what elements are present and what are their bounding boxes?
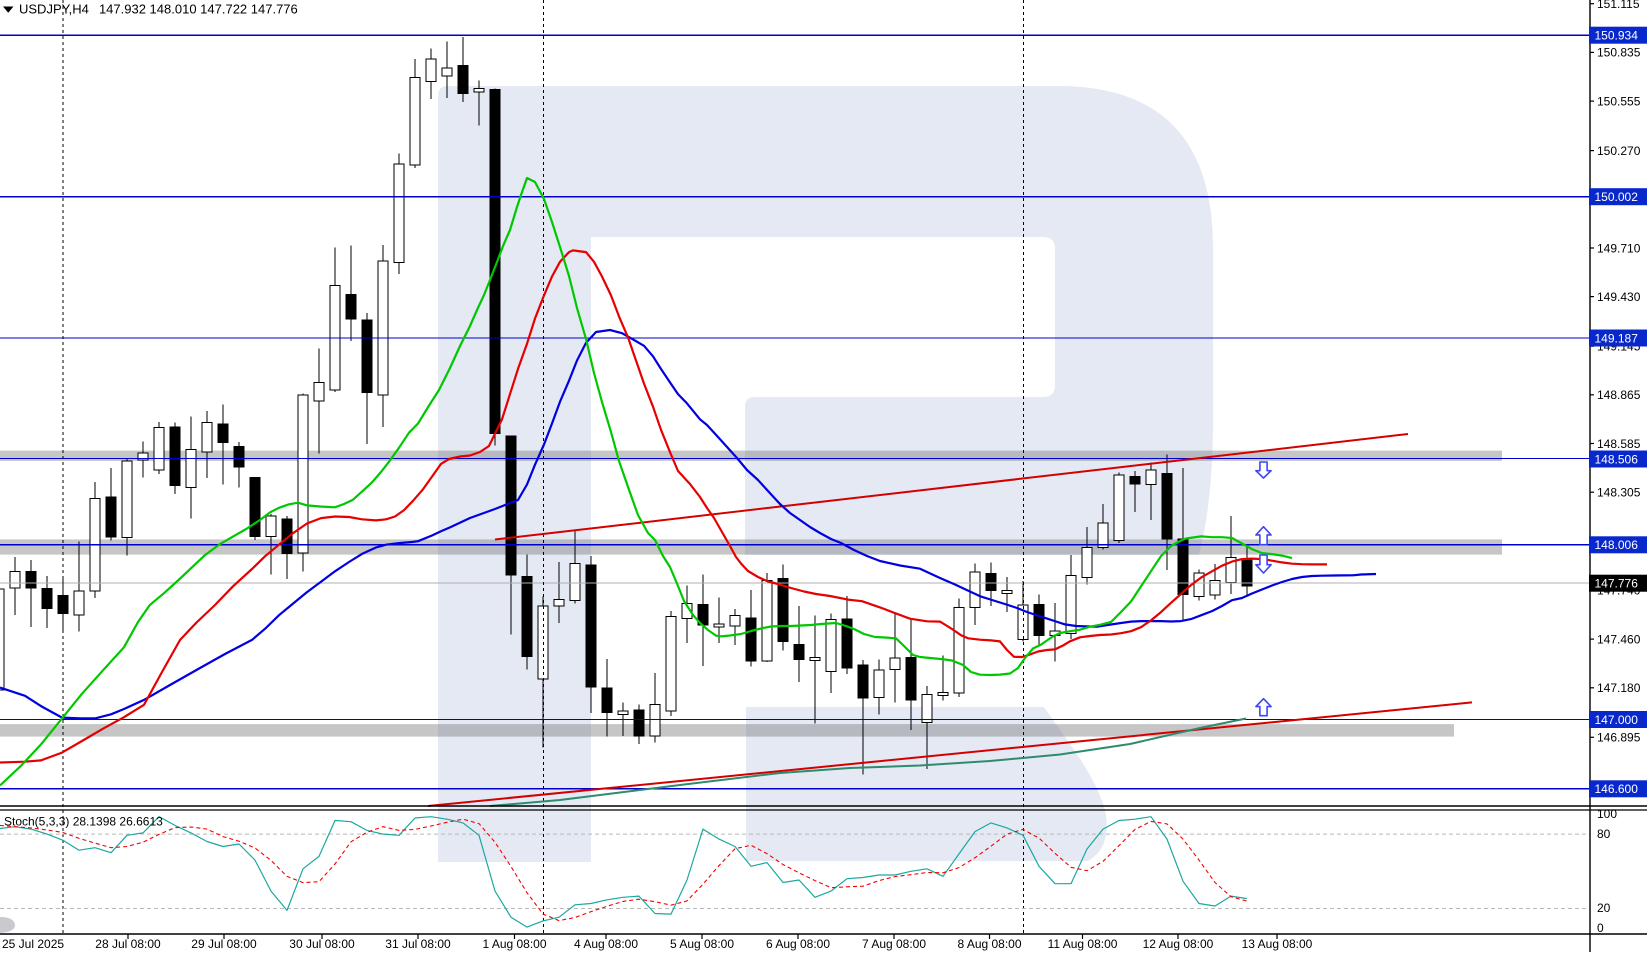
svg-text:12 Aug 08:00: 12 Aug 08:00 bbox=[1143, 937, 1214, 951]
svg-text:4 Aug 08:00: 4 Aug 08:00 bbox=[574, 937, 638, 951]
svg-text:150.934: 150.934 bbox=[1595, 29, 1639, 43]
svg-text:31 Jul 08:00: 31 Jul 08:00 bbox=[385, 937, 451, 951]
svg-text:151.115: 151.115 bbox=[1597, 0, 1640, 11]
svg-text:149.430: 149.430 bbox=[1597, 290, 1641, 304]
svg-text:13 Aug 08:00: 13 Aug 08:00 bbox=[1242, 937, 1313, 951]
svg-text:80: 80 bbox=[1597, 827, 1611, 841]
svg-text:150.002: 150.002 bbox=[1595, 190, 1639, 204]
svg-text:100: 100 bbox=[1597, 807, 1617, 821]
svg-text:148.006: 148.006 bbox=[1595, 538, 1639, 552]
svg-text:148.585: 148.585 bbox=[1597, 437, 1641, 451]
svg-text:0: 0 bbox=[1597, 921, 1604, 935]
svg-text:147.180: 147.180 bbox=[1597, 681, 1641, 695]
svg-text:146.895: 146.895 bbox=[1597, 731, 1641, 745]
svg-text:Stoch(5,3,3) 28.1398 26.6613: Stoch(5,3,3) 28.1398 26.6613 bbox=[4, 815, 163, 829]
svg-text:146.600: 146.600 bbox=[1595, 782, 1639, 796]
svg-text:20: 20 bbox=[1597, 901, 1611, 915]
svg-text:150.270: 150.270 bbox=[1597, 144, 1641, 158]
svg-text:6 Aug 08:00: 6 Aug 08:00 bbox=[766, 937, 830, 951]
svg-text:147.000: 147.000 bbox=[1595, 713, 1639, 727]
svg-text:1 Aug 08:00: 1 Aug 08:00 bbox=[482, 937, 546, 951]
svg-text:8 Aug 08:00: 8 Aug 08:00 bbox=[957, 937, 1021, 951]
svg-text:7 Aug 08:00: 7 Aug 08:00 bbox=[862, 937, 926, 951]
svg-text:30 Jul 08:00: 30 Jul 08:00 bbox=[289, 937, 355, 951]
svg-text:5 Aug 08:00: 5 Aug 08:00 bbox=[670, 937, 734, 951]
svg-text:148.506: 148.506 bbox=[1595, 452, 1639, 466]
svg-text:147.776: 147.776 bbox=[1595, 577, 1639, 591]
svg-text:147.460: 147.460 bbox=[1597, 632, 1641, 646]
svg-text:149.187: 149.187 bbox=[1595, 331, 1639, 345]
svg-text:28 Jul 08:00: 28 Jul 08:00 bbox=[95, 937, 161, 951]
svg-text:150.835: 150.835 bbox=[1597, 46, 1641, 60]
svg-text:USDJPY,H4 147.932 148.010 147: USDJPY,H4 147.932 148.010 147.722 147.77… bbox=[19, 2, 298, 17]
svg-text:148.865: 148.865 bbox=[1597, 388, 1641, 402]
svg-text:29 Jul 08:00: 29 Jul 08:00 bbox=[191, 937, 257, 951]
svg-text:11 Aug 08:00: 11 Aug 08:00 bbox=[1048, 937, 1118, 951]
svg-text:149.710: 149.710 bbox=[1597, 241, 1641, 255]
svg-text:150.555: 150.555 bbox=[1597, 94, 1641, 108]
svg-text:25 Jul 2025: 25 Jul 2025 bbox=[2, 937, 64, 951]
svg-text:148.305: 148.305 bbox=[1597, 486, 1641, 500]
